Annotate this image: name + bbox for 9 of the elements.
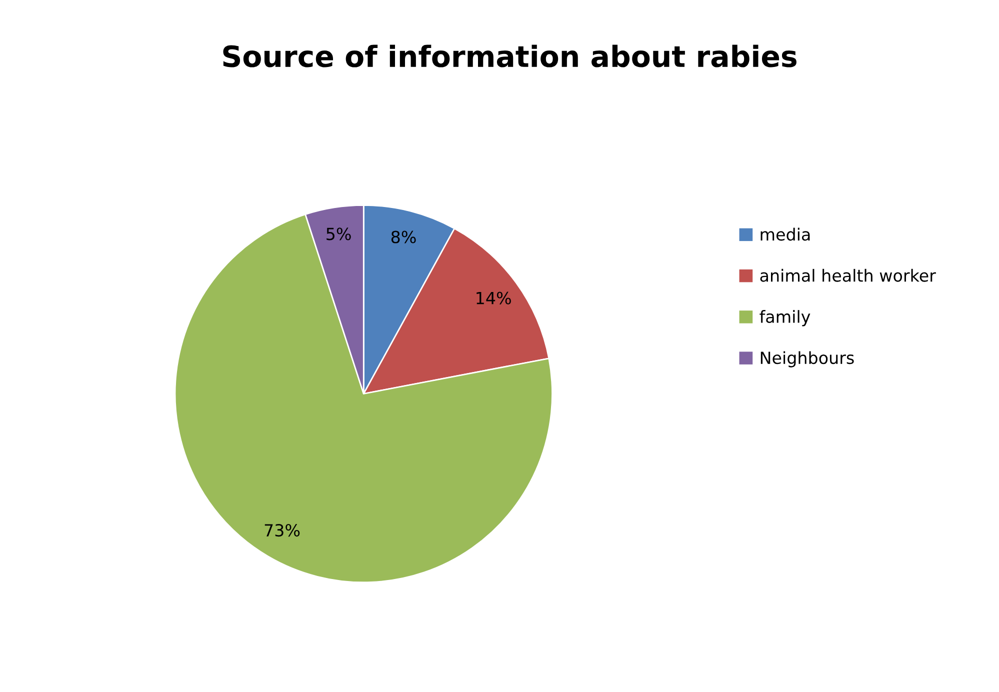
data-label: 8% bbox=[391, 230, 416, 244]
chart-title: Source of information about rabies bbox=[223, 44, 796, 68]
legend-label: Neighbours bbox=[760, 351, 854, 368]
data-label: 5% bbox=[326, 228, 351, 240]
legend-label: family bbox=[760, 310, 810, 326]
legend-label: media bbox=[760, 228, 810, 241]
data-label: 14% bbox=[476, 292, 511, 304]
legend-label: animal health worker bbox=[760, 268, 936, 282]
data-label: 73% bbox=[264, 524, 300, 537]
